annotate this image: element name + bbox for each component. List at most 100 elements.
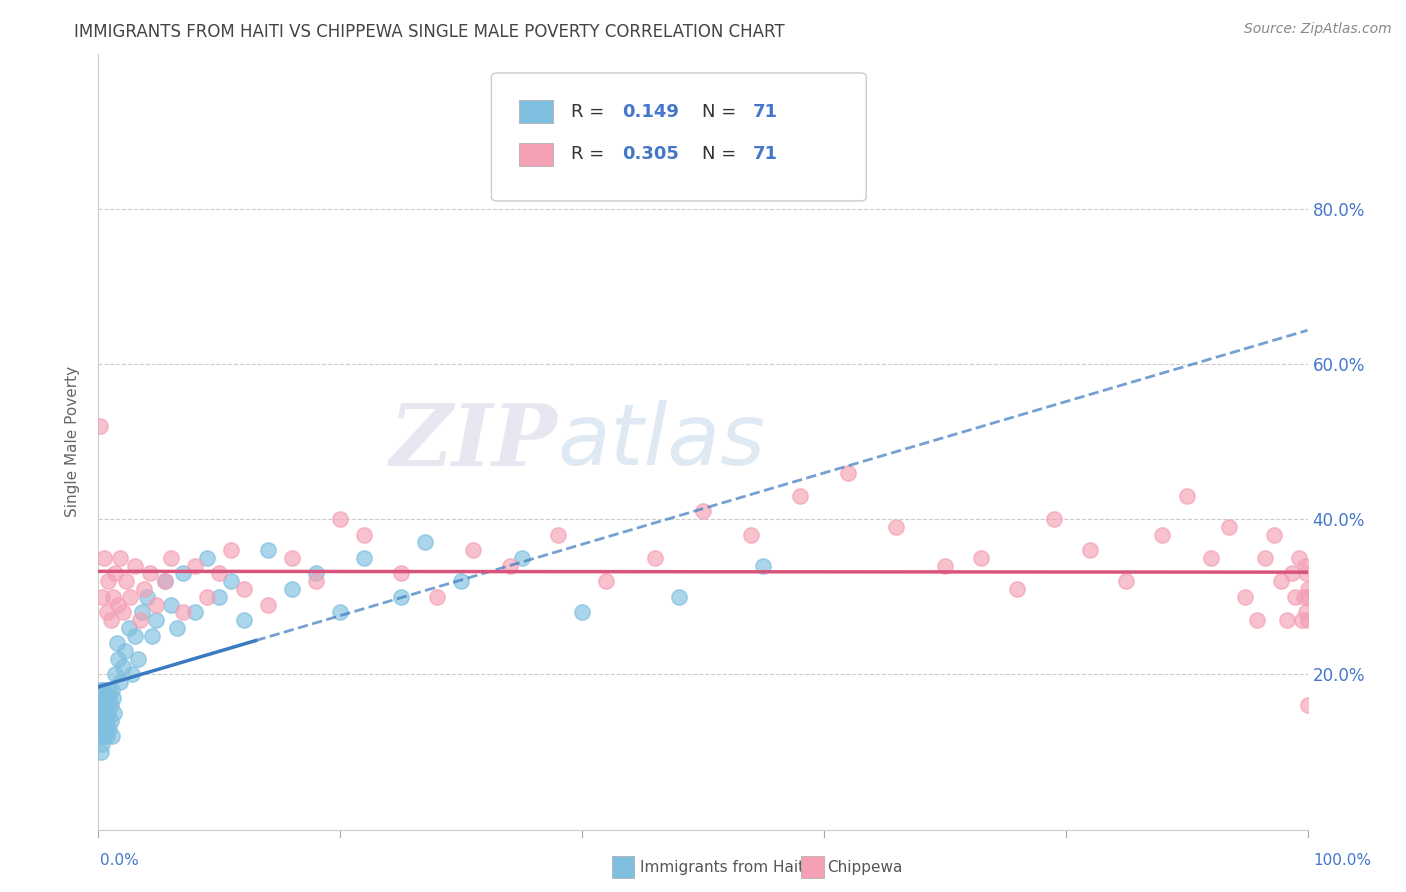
Point bbox=[93, 551, 115, 566]
Text: 71: 71 bbox=[752, 103, 778, 120]
Point bbox=[100, 613, 122, 627]
Point bbox=[93, 730, 115, 744]
Text: atlas: atlas bbox=[558, 400, 766, 483]
Point bbox=[1275, 613, 1298, 627]
Point bbox=[1291, 613, 1313, 627]
Point bbox=[105, 636, 128, 650]
Point bbox=[118, 590, 141, 604]
Point bbox=[886, 520, 908, 534]
Point bbox=[1292, 590, 1315, 604]
Text: R =: R = bbox=[571, 103, 610, 120]
Point bbox=[91, 722, 114, 736]
FancyBboxPatch shape bbox=[519, 143, 553, 166]
Point bbox=[571, 605, 593, 619]
Point bbox=[141, 628, 163, 642]
Point bbox=[145, 598, 167, 612]
Point bbox=[134, 582, 156, 596]
Point bbox=[96, 714, 118, 728]
Point bbox=[93, 714, 115, 728]
Point bbox=[668, 590, 690, 604]
FancyBboxPatch shape bbox=[492, 73, 866, 201]
Point bbox=[100, 698, 122, 713]
Text: 0.149: 0.149 bbox=[621, 103, 679, 120]
Point bbox=[90, 706, 112, 721]
Point bbox=[127, 652, 149, 666]
Point bbox=[111, 659, 134, 673]
Point bbox=[90, 730, 112, 744]
Point bbox=[172, 605, 194, 619]
Point bbox=[101, 590, 124, 604]
Point bbox=[118, 621, 141, 635]
Point bbox=[1078, 543, 1101, 558]
Point bbox=[1175, 489, 1198, 503]
Point bbox=[1296, 698, 1319, 713]
Point bbox=[90, 682, 112, 697]
Point bbox=[426, 590, 449, 604]
Point bbox=[389, 590, 412, 604]
Point bbox=[1199, 551, 1222, 566]
Point bbox=[108, 675, 131, 690]
Point bbox=[100, 714, 122, 728]
Point bbox=[124, 628, 146, 642]
Point bbox=[94, 690, 117, 705]
Point bbox=[98, 722, 121, 736]
Text: R =: R = bbox=[571, 145, 610, 163]
Point bbox=[89, 714, 111, 728]
Point bbox=[98, 690, 121, 705]
Point bbox=[103, 706, 125, 721]
Point bbox=[89, 690, 111, 705]
Point bbox=[89, 722, 111, 736]
Point bbox=[93, 698, 115, 713]
Point bbox=[1295, 605, 1317, 619]
Point bbox=[96, 605, 118, 619]
Point bbox=[195, 551, 218, 566]
Point bbox=[94, 722, 117, 736]
Text: 71: 71 bbox=[752, 145, 778, 163]
Point bbox=[121, 667, 143, 681]
Point bbox=[97, 706, 120, 721]
Point bbox=[93, 682, 115, 697]
Point bbox=[172, 566, 194, 581]
Point bbox=[89, 698, 111, 713]
Text: Source: ZipAtlas.com: Source: ZipAtlas.com bbox=[1244, 22, 1392, 37]
FancyBboxPatch shape bbox=[519, 100, 553, 123]
Point bbox=[91, 698, 114, 713]
Point bbox=[752, 558, 775, 573]
Point bbox=[100, 730, 122, 744]
Text: 100.0%: 100.0% bbox=[1313, 854, 1372, 868]
Point bbox=[1115, 574, 1137, 589]
Point bbox=[107, 652, 129, 666]
Point bbox=[153, 574, 176, 589]
Point bbox=[91, 590, 114, 604]
Point bbox=[1007, 582, 1029, 596]
Point bbox=[124, 558, 146, 573]
Point bbox=[100, 682, 122, 697]
Point bbox=[1296, 582, 1319, 596]
Point bbox=[91, 706, 114, 721]
Point bbox=[970, 551, 993, 566]
Point bbox=[1294, 558, 1316, 573]
Point bbox=[90, 745, 112, 759]
Point bbox=[160, 598, 183, 612]
Point bbox=[1295, 566, 1317, 581]
Point bbox=[108, 551, 131, 566]
Point bbox=[104, 566, 127, 581]
Point bbox=[139, 566, 162, 581]
Point bbox=[281, 551, 304, 566]
Point bbox=[91, 737, 114, 751]
Point bbox=[232, 582, 254, 596]
Point bbox=[595, 574, 617, 589]
Point bbox=[135, 590, 157, 604]
Point bbox=[498, 558, 520, 573]
Point bbox=[934, 558, 956, 573]
Point bbox=[329, 512, 352, 526]
Point bbox=[837, 466, 859, 480]
Point bbox=[166, 621, 188, 635]
Point bbox=[107, 598, 129, 612]
Point bbox=[97, 682, 120, 697]
Point bbox=[510, 551, 533, 566]
Point bbox=[101, 690, 124, 705]
Point bbox=[1246, 613, 1268, 627]
Y-axis label: Single Male Poverty: Single Male Poverty bbox=[65, 366, 80, 517]
Point bbox=[1152, 527, 1174, 541]
